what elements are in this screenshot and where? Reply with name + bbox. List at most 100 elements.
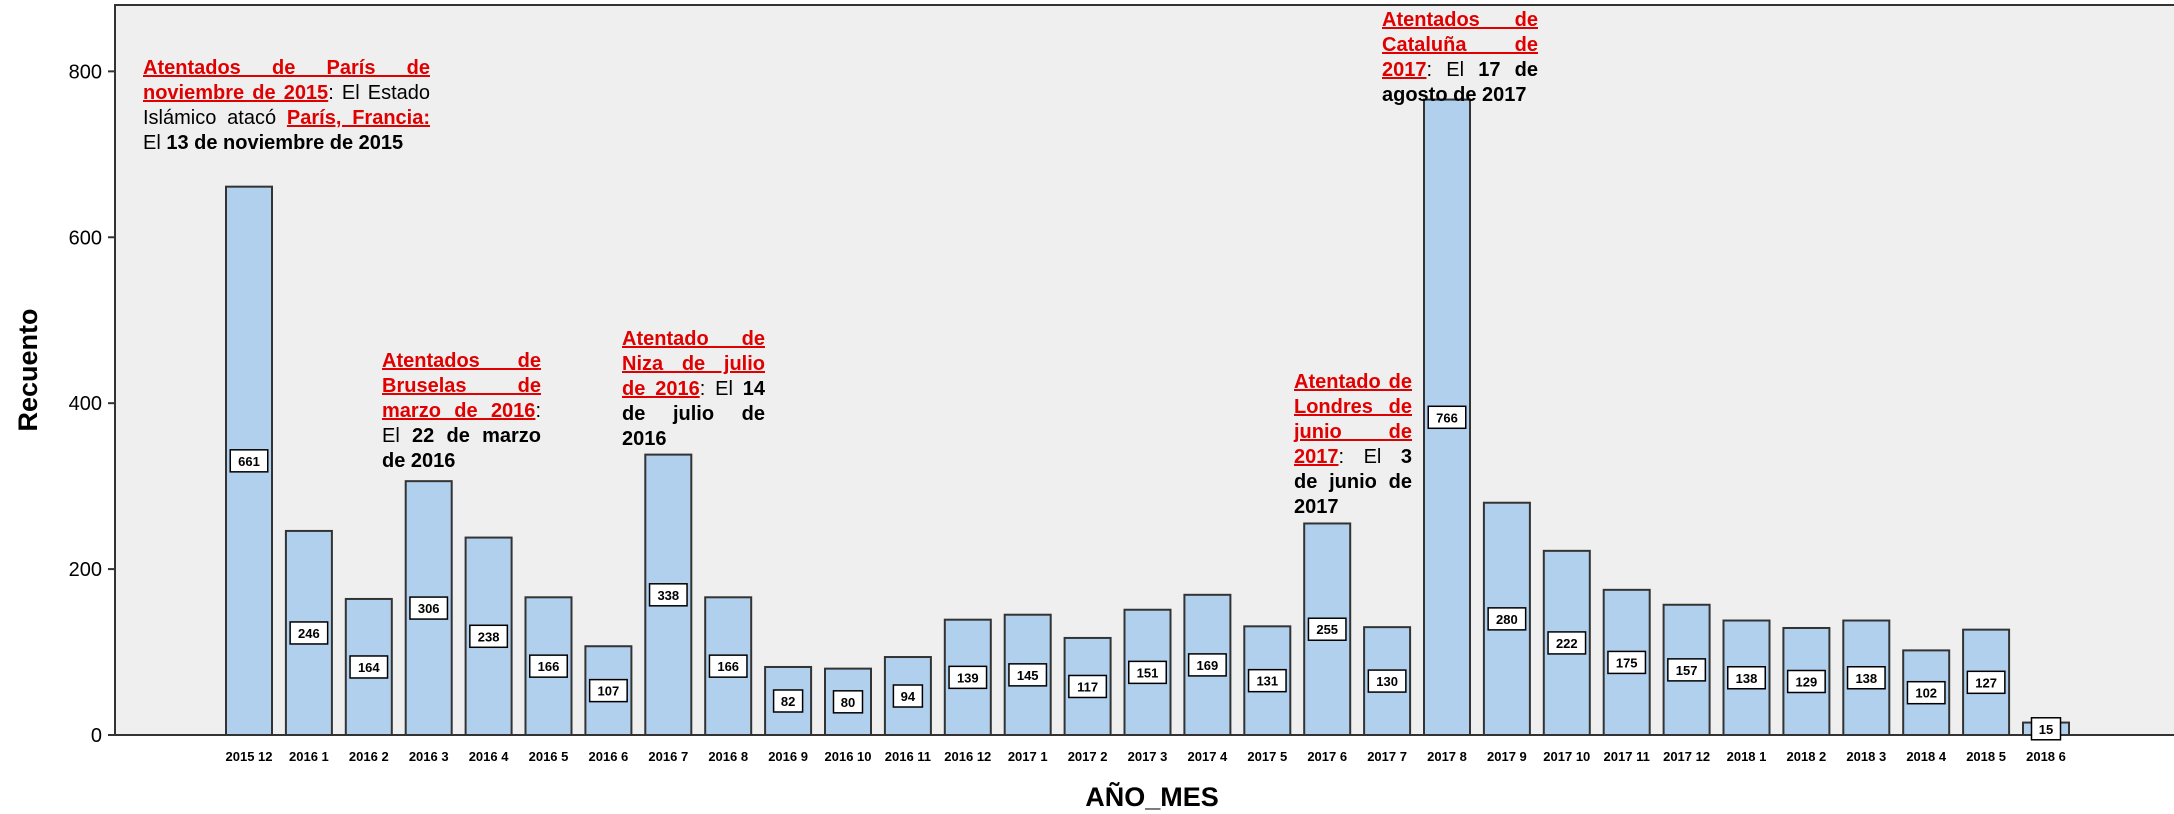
- data-label: 80: [841, 695, 855, 710]
- data-label-box: [1786, 669, 1826, 694]
- data-label-box: [1128, 660, 1167, 685]
- data-label: 661: [238, 454, 260, 469]
- x-tick-label: 2016 3: [409, 749, 449, 764]
- y-tick-label: 0: [91, 725, 102, 747]
- data-label: 127: [1975, 675, 1997, 690]
- data-label-box: [529, 654, 568, 678]
- x-tick-label: 2016 11: [885, 749, 931, 764]
- x-tick-label: 2015 12: [226, 749, 273, 764]
- annotation-heading: Atentados de Cataluña de 2017: [1382, 9, 1538, 81]
- x-tick-label: 2018 2: [1787, 749, 1827, 764]
- data-label: 145: [1017, 668, 1039, 683]
- data-label: 102: [1915, 686, 1937, 701]
- data-label: 338: [657, 588, 679, 603]
- x-tick-label: 2017 3: [1128, 749, 1168, 764]
- y-axis: 0 200 400 600 800: [69, 61, 115, 747]
- data-label-box: [708, 654, 748, 678]
- data-label-box: [1247, 668, 1287, 693]
- data-label-box: [1667, 658, 1707, 682]
- data-label: 117: [1077, 679, 1098, 694]
- annotation-text: : El: [1338, 446, 1401, 468]
- x-tick-label: 2017 5: [1247, 749, 1287, 764]
- x-tick-label: 2017 1: [1008, 749, 1048, 764]
- annotation-text: El: [143, 132, 167, 154]
- data-label-box: [588, 678, 628, 703]
- x-tick-label: 2016 7: [648, 749, 688, 764]
- data-label-box: [1607, 650, 1647, 675]
- x-tick-label: 2016 1: [289, 749, 329, 764]
- data-label-box: [1307, 617, 1347, 641]
- data-label-box: [832, 690, 864, 714]
- y-tick-label: 400: [69, 393, 102, 415]
- annotation-niza: Atentado de Niza de julio de 2016: El 14…: [622, 327, 765, 452]
- x-tick-label: 2017 6: [1307, 749, 1347, 764]
- data-label: 246: [298, 626, 320, 641]
- y-tick-label: 200: [69, 559, 102, 581]
- data-label-box: [229, 449, 269, 473]
- data-label: 166: [538, 659, 560, 674]
- data-label-box: [948, 665, 988, 690]
- data-label: 164: [358, 660, 380, 675]
- x-tick-label: 2016 2: [349, 749, 389, 764]
- annotation-heading: Atentado de Londres de junio de 2017: [1294, 371, 1412, 468]
- annotation-heading: Atentados de París de noviembre de 2015: [143, 57, 430, 104]
- x-tick-label: 2017 12: [1663, 749, 1710, 764]
- annotation-londres: Atentado de Londres de junio de 2017: El…: [1294, 370, 1412, 520]
- y-tick-label: 600: [69, 227, 102, 249]
- data-label-box: [1966, 670, 2006, 695]
- annotation-date: 17 de agosto de 2017: [1382, 59, 1538, 106]
- x-tick-label: 2017 2: [1068, 749, 1108, 764]
- data-label-box: [1187, 653, 1227, 677]
- x-tick-label: 2016 12: [944, 749, 991, 764]
- data-label: 238: [478, 629, 500, 644]
- data-label: 138: [1736, 671, 1758, 686]
- annotation-date: 14 de julio de 2016: [622, 378, 766, 450]
- data-label-box: [1906, 680, 1946, 705]
- data-label-box: [1068, 674, 1108, 699]
- data-label: 175: [1616, 655, 1638, 670]
- x-tick-label: 2017 9: [1487, 749, 1527, 764]
- x-tick-label: 2016 4: [469, 749, 510, 764]
- data-label: 82: [781, 694, 795, 709]
- x-axis: 2015 12 2016 1 2016 2 2016 3 2016 4 2016 5 201…: [226, 749, 2066, 764]
- x-tick-label: 2017 11: [1604, 749, 1650, 764]
- x-tick-label: 2017 7: [1367, 749, 1407, 764]
- data-label-box: [1727, 666, 1766, 690]
- x-tick-label: 2017 4: [1188, 749, 1229, 764]
- data-label: 280: [1496, 612, 1518, 627]
- data-label: 131: [1256, 674, 1278, 689]
- data-label: 129: [1796, 674, 1818, 689]
- data-label: 151: [1137, 665, 1159, 680]
- data-label-box: [2030, 717, 2062, 741]
- data-label: 94: [901, 689, 916, 704]
- data-label-box: [892, 684, 924, 708]
- y-tick-label: 800: [69, 61, 102, 83]
- annotation-text: : El Estado Islámico atacó: [143, 82, 430, 129]
- data-label-box: [1427, 405, 1467, 430]
- x-tick-label: 2018 4: [1906, 749, 1947, 764]
- x-tick-label: 2016 5: [529, 749, 569, 764]
- x-tick-label: 2016 8: [708, 749, 748, 764]
- data-label: 766: [1436, 410, 1458, 425]
- data-label: 306: [418, 601, 440, 616]
- data-label: 130: [1376, 674, 1398, 689]
- data-label-box: [349, 655, 389, 679]
- data-label: 255: [1316, 622, 1338, 637]
- y-axis-title: Recuento: [13, 308, 43, 431]
- data-label-box: [772, 689, 804, 713]
- data-label: 166: [717, 659, 739, 674]
- annotation-paris: Atentados de París de noviembre de 2015:…: [143, 56, 430, 156]
- data-label-box: [1487, 607, 1527, 631]
- annotation-text: : El: [382, 400, 541, 447]
- annotation-cataluna: Atentados de Cataluña de 2017: El 17 de …: [1382, 8, 1538, 108]
- x-tick-label: 2018 5: [1966, 749, 2006, 764]
- annotation-date: 22 de marzo de 2016: [382, 425, 542, 472]
- annotation-bruselas: Atentados de Bruselas de marzo de 2016: …: [382, 349, 541, 474]
- data-label: 139: [957, 670, 979, 685]
- data-label-box: [1367, 669, 1407, 693]
- annotation-text: : El: [699, 378, 743, 400]
- annotation-heading: Atentados de Bruselas de marzo de 2016: [382, 350, 541, 422]
- x-tick-label: 2016 9: [768, 749, 808, 764]
- x-tick-label: 2018 3: [1846, 749, 1886, 764]
